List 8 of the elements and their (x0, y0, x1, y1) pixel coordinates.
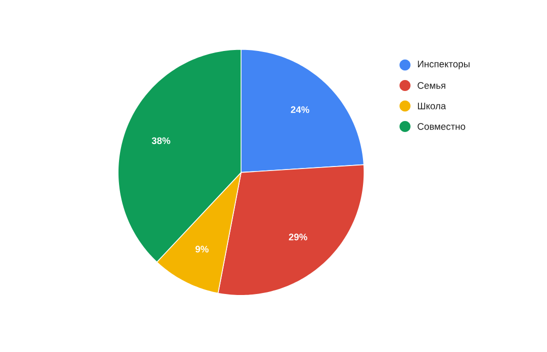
data-label: 29% (288, 234, 308, 240)
legend-label: Совместно (418, 123, 466, 130)
data-label: 24% (290, 106, 310, 113)
legend-label: Инспекторы (418, 60, 470, 70)
data-label: 9% (195, 246, 209, 252)
data-label: 38% (152, 137, 170, 144)
legend-label: Семья (418, 82, 446, 89)
legend-label: Школа (418, 102, 446, 110)
